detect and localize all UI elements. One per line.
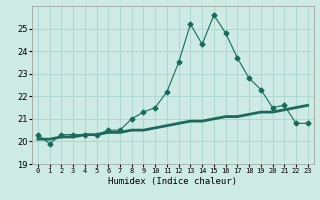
X-axis label: Humidex (Indice chaleur): Humidex (Indice chaleur)	[108, 177, 237, 186]
